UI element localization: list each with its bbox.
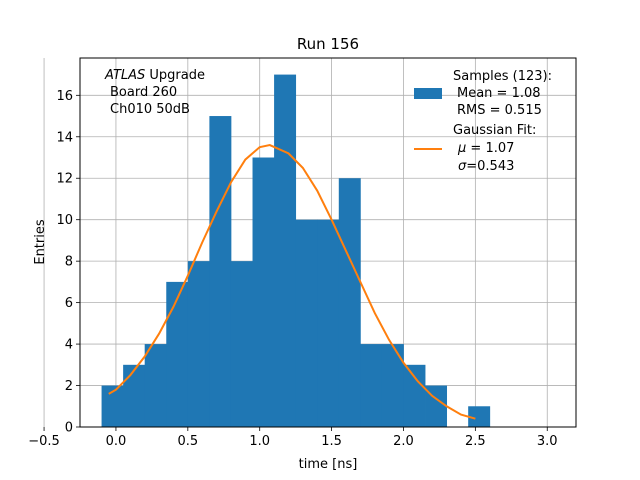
gaussian-fit (108, 144, 476, 420)
y-tick-label: 0 (65, 421, 73, 436)
y-tick-label: 16 (56, 89, 73, 104)
histogram-bar (187, 261, 210, 427)
x-tick-label: 3.0 (537, 434, 558, 449)
histogram-bar (403, 364, 426, 427)
histogram-bar (317, 219, 340, 427)
y-tick-label: 12 (56, 172, 73, 187)
histogram-bar (338, 178, 361, 427)
y-tick-label: 10 (56, 213, 73, 228)
histogram-bar (381, 344, 404, 427)
histogram-bar (101, 385, 124, 427)
x-axis-label: time [ns] (299, 457, 358, 472)
annotation-atlas: ATLAS (104, 68, 145, 83)
y-tick-label: 8 (65, 255, 73, 270)
legend-samples-line-1: Samples (123): (453, 69, 552, 84)
y-tick-label: 14 (56, 130, 73, 145)
legend-fit-mu: μ = 1.07 (457, 141, 514, 156)
histogram-bar (295, 219, 318, 427)
legend-sigma-value: =0.543 (466, 159, 514, 174)
histogram-bar (230, 261, 253, 427)
plot-frame (79, 57, 577, 428)
x-tick-label: 0.0 (106, 434, 127, 449)
legend-samples-swatch (414, 88, 442, 99)
x-tick-label: 1.5 (321, 434, 342, 449)
y-axis-label: Entries (33, 219, 48, 265)
x-tick-label: 2.5 (465, 434, 486, 449)
histogram-bar (166, 281, 189, 427)
histogram-bars (101, 74, 491, 428)
histogram-bar (123, 364, 146, 427)
histogram-bar (144, 344, 167, 427)
gaussian-fit-curve (108, 144, 476, 420)
x-tick-label: −0.5 (28, 434, 60, 449)
legend-fit-line-1: Gaussian Fit: (453, 123, 536, 138)
histogram-bar (274, 74, 297, 428)
legend-samples-line-3: RMS = 0.515 (457, 103, 542, 118)
x-tick-label: 1.0 (249, 434, 270, 449)
histogram-bar (425, 385, 448, 427)
y-tick-label: 6 (65, 296, 73, 311)
y-axis-ticks: 0 2 4 6 8 10 12 14 16 (56, 89, 80, 436)
legend-mu-symbol: μ (457, 141, 466, 156)
annotation-line-2: Board 260 (110, 85, 177, 100)
annotation-upgrade: Upgrade (145, 68, 205, 83)
y-tick-label: 2 (65, 379, 73, 394)
histogram-bar (468, 406, 491, 427)
annotation-line-3: Ch010 50dB (110, 102, 190, 117)
histogram-bar (252, 157, 275, 427)
legend-mu-value: = 1.07 (466, 141, 514, 156)
chart-title: Run 156 (297, 35, 359, 53)
legend-samples-line-2: Mean = 1.08 (457, 86, 541, 101)
legend-sigma-symbol: σ (458, 159, 467, 174)
x-tick-label: 2.0 (393, 434, 414, 449)
annotation-box: ATLAS Upgrade Board 260 Ch010 50dB (104, 68, 205, 117)
legend: Samples (123): Mean = 1.08 RMS = 0.515 G… (414, 69, 552, 174)
histogram-bar (209, 116, 232, 427)
y-tick-label: 4 (65, 338, 73, 353)
annotation-line-1: ATLAS Upgrade (104, 68, 205, 83)
legend-fit-sigma: σ=0.543 (458, 159, 514, 174)
histogram-bar (360, 344, 383, 427)
x-axis-ticks: −0.5 0.0 0.5 1.0 1.5 2.0 2.5 3.0 (28, 427, 558, 449)
x-tick-label: 0.5 (177, 434, 198, 449)
